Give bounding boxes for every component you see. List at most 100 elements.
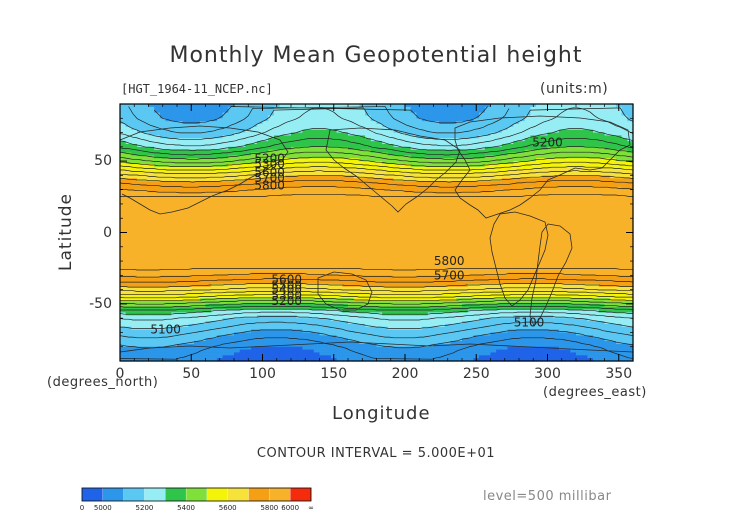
color-cell [410,169,417,174]
color-cell [308,112,315,117]
color-cell [336,206,343,211]
color-cell [171,323,178,328]
color-cell [399,143,406,148]
color-cell [188,178,195,182]
color-cell [142,152,150,156]
color-cell [342,169,349,174]
color-cell [245,246,252,251]
color-cell [325,275,332,279]
color-cell [302,118,309,122]
color-cell [228,106,235,111]
color-cell [387,123,395,128]
color-cell [125,198,132,202]
color-cell [382,169,389,174]
color-cell [120,358,127,362]
color-cell [273,229,281,234]
color-cell [154,189,161,194]
color-cell [405,335,412,339]
color-cell [279,138,286,142]
color-cell [222,352,229,356]
color-cell [336,218,343,222]
color-cell [336,178,343,182]
color-cell [382,104,389,108]
color-cell [291,241,298,245]
color-cell [273,332,281,336]
color-cell [376,141,383,145]
color-cell [171,215,178,219]
color-cell [205,281,212,285]
color-cell [222,249,229,254]
color-cell [365,355,372,359]
color-cell [336,201,343,205]
color-cell [228,121,235,125]
color-cell [353,275,360,279]
color-cell [177,255,184,259]
color-cell [365,243,372,248]
color-cell [171,126,178,131]
color-cell [188,238,195,242]
color-cell [256,261,264,265]
color-cell [313,258,321,262]
color-cell [199,346,207,351]
color-cell [154,132,161,137]
color-cell [336,301,343,305]
color-cell [142,163,150,168]
color-cell [159,286,167,291]
color-cell [194,235,201,239]
color-cell [291,158,298,162]
color-cell [325,286,332,291]
color-cell [319,201,326,205]
color-cell [348,246,355,251]
color-cell [325,172,332,176]
color-cell [405,143,412,148]
color-cell [319,169,326,174]
color-cell [427,215,435,219]
color-cell [194,106,201,111]
color-cell [131,206,138,211]
color-cell [131,126,138,131]
color-cell [137,335,144,339]
color-cell [308,123,315,128]
color-cell [302,166,309,171]
color-cell [308,146,315,151]
color-cell [308,258,315,262]
color-cell [399,321,406,325]
color-cell [216,303,224,308]
color-cell [410,235,417,239]
color-cell [433,158,440,162]
color-cell [279,221,286,225]
color-cell [342,143,349,148]
color-cell [199,243,207,248]
color-cell [348,129,355,134]
color-cell [285,135,292,139]
color-cell [125,235,132,239]
color-cell [177,332,184,336]
color-cell [342,132,349,137]
color-cell [336,121,343,125]
color-cell [393,106,400,111]
color-cell [142,146,150,151]
color-cell [279,129,286,134]
color-cell [239,138,246,142]
color-cell [348,201,355,205]
color-cell [199,106,207,111]
color-cell [416,209,423,214]
color-cell [399,206,406,211]
color-cell [427,243,435,248]
color-cell [319,343,326,348]
color-cell [262,223,269,228]
color-cell [427,352,435,356]
color-cell [285,206,292,211]
color-cell [291,286,298,291]
color-cell [148,258,155,262]
color-cell [353,104,360,108]
color-cell [199,229,207,234]
color-cell [427,272,435,276]
color-cell [422,238,429,242]
color-cell [365,289,372,294]
color-cell [239,218,246,222]
color-cell [416,112,423,117]
color-cell [325,326,332,331]
color-cell [222,258,229,262]
color-cell [308,109,315,114]
